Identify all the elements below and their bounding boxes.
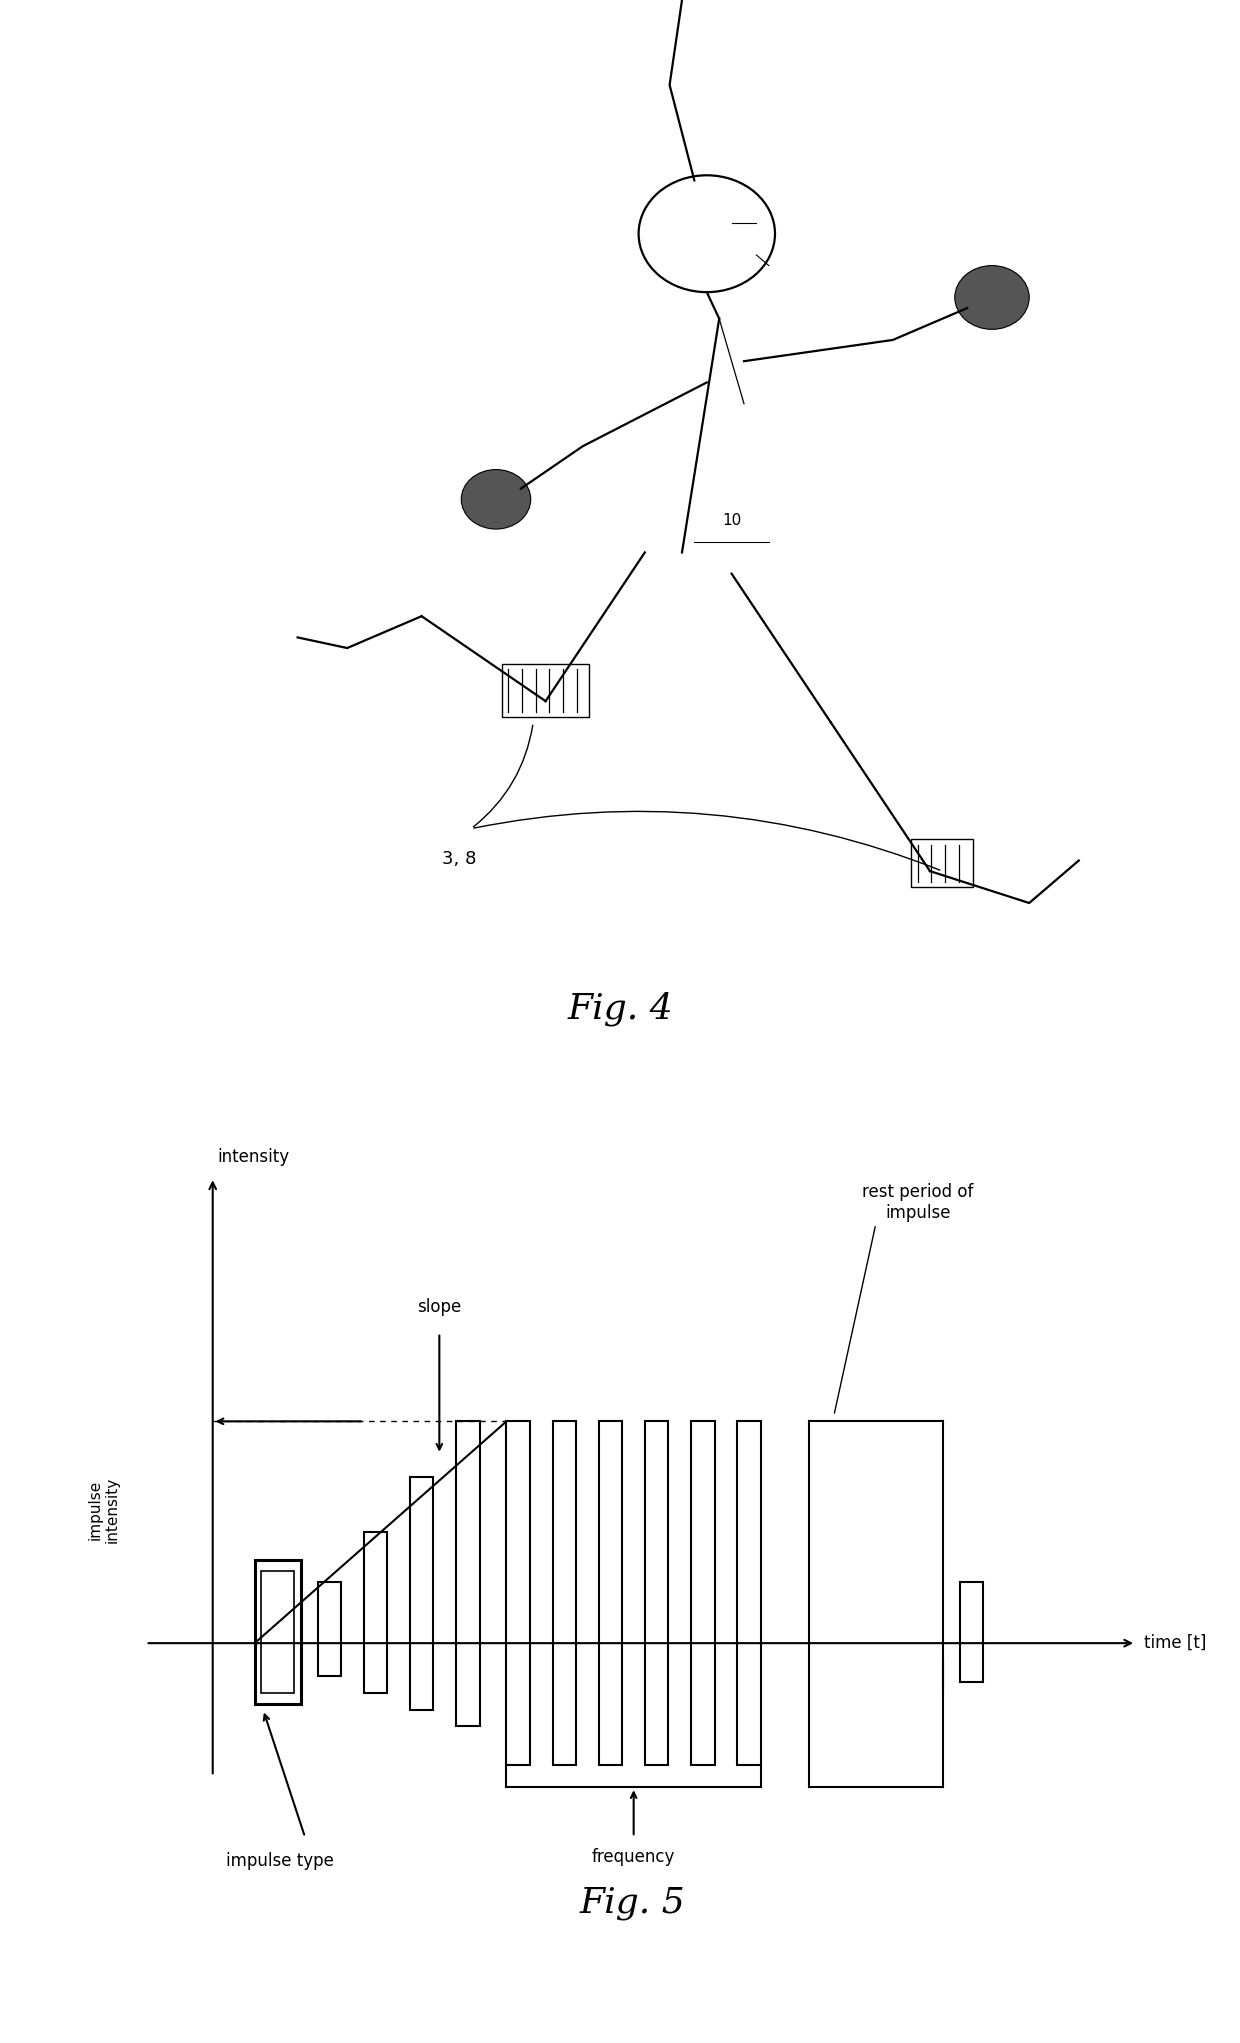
Text: 3, 8: 3, 8	[441, 850, 476, 868]
Bar	[254, 1561, 301, 1704]
Bar	[691, 1422, 714, 1765]
Bar	[738, 1422, 761, 1765]
Text: Fig. 5: Fig. 5	[579, 1886, 686, 1920]
Text: slope: slope	[417, 1297, 461, 1316]
Circle shape	[461, 470, 531, 529]
Text: 10: 10	[722, 513, 742, 527]
Bar	[410, 1477, 434, 1710]
Text: Fig. 4: Fig. 4	[567, 993, 673, 1026]
Bar	[456, 1422, 480, 1726]
Bar	[599, 1422, 622, 1765]
Bar	[363, 1532, 387, 1694]
Circle shape	[955, 266, 1029, 329]
Text: frequency: frequency	[591, 1849, 676, 1867]
FancyArrowPatch shape	[474, 811, 940, 870]
Bar	[553, 1422, 577, 1765]
Bar	[645, 1422, 668, 1765]
Text: rest period of
impulse: rest period of impulse	[862, 1183, 973, 1222]
Text: time [t]: time [t]	[1145, 1634, 1207, 1653]
Bar	[262, 1571, 294, 1694]
Text: intensity: intensity	[217, 1148, 289, 1167]
FancyArrowPatch shape	[474, 725, 533, 827]
Bar	[317, 1581, 341, 1677]
Bar	[502, 664, 589, 717]
Bar	[506, 1422, 529, 1765]
Bar	[911, 840, 973, 887]
Bar	[960, 1581, 983, 1681]
Text: impulse type: impulse type	[226, 1851, 334, 1869]
Text: impulse
intensity: impulse intensity	[87, 1477, 120, 1542]
